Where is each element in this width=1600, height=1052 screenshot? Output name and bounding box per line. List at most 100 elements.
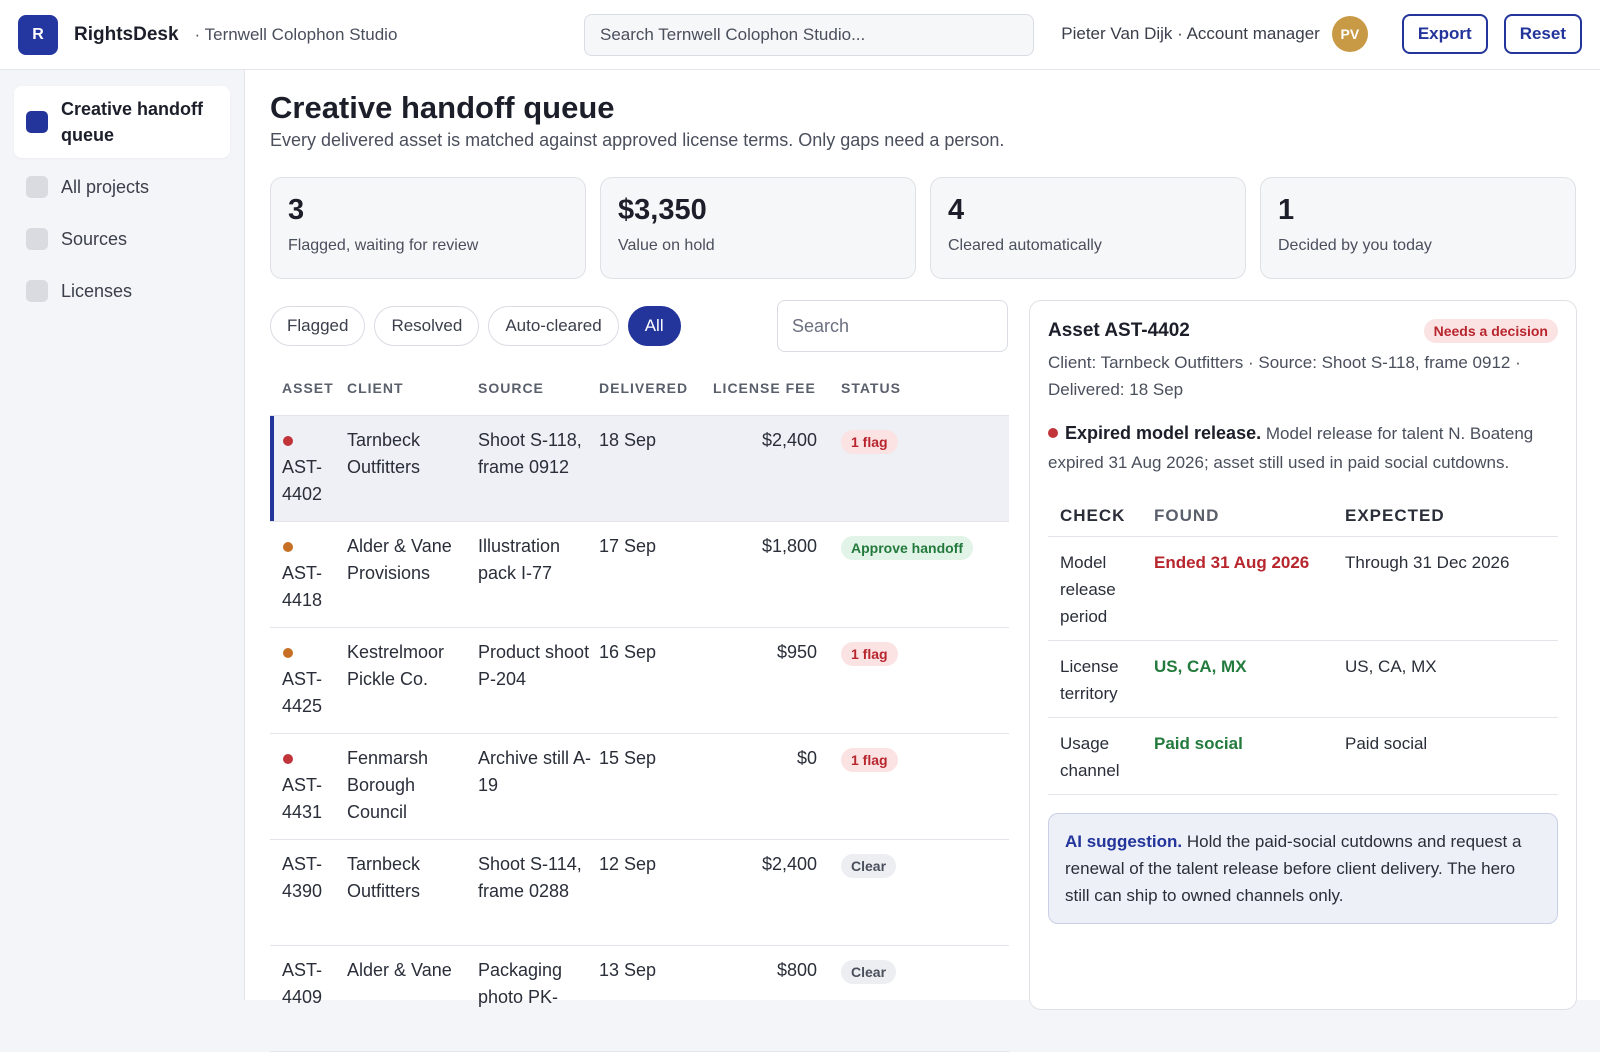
filter-all[interactable]: All [627,306,681,346]
global-search-input[interactable]: Search Ternwell Colophon Studio... [584,14,1034,56]
asset-detail-panel: Asset AST-4402 Needs a decision Client: … [1029,300,1577,1010]
asset-id: AST-4431 [282,775,323,822]
stat-label: Cleared automatically [948,237,1102,254]
filter-auto-cleared[interactable]: Auto-cleared [488,306,619,346]
cell-delivered: 18 Sep [599,430,657,450]
sidebar-item-label: Licenses [61,281,133,301]
severity-dot-icon [283,542,293,552]
reset-button[interactable]: Reset [1503,14,1582,54]
severity-dot-icon [283,436,293,446]
column-header-asset[interactable]: ASSET [282,379,334,396]
check-expected: Through 31 Dec 2026 [1345,553,1510,572]
stat-card-decided: 1 Decided by you today [1260,177,1576,279]
cell-license-fee: $2,400 [761,854,817,874]
stat-card-flagged: 3 Flagged, waiting for review [270,177,586,279]
column-header-delivered[interactable]: DELIVERED [599,379,689,396]
column-header-check: CHECK [1060,506,1126,525]
check-found: Paid social [1154,734,1243,753]
sidebar-item-all-projects[interactable]: All projects [14,164,230,210]
cell-status: 1 flag [817,734,987,839]
main-content: Creative handoff queue Every delivered a… [245,70,1600,1052]
ai-suggestion: AI suggestion. Hold the paid-social cutd… [1048,813,1558,924]
issue-title: Expired model release. [1065,423,1262,443]
asset-id: AST-4418 [282,563,323,610]
page-subtitle: Every delivered asset is matched against… [270,130,1005,150]
filter-chips: Flagged Resolved Auto-cleared All [270,306,681,346]
cell-delivered: 16 Sep [599,642,657,662]
ai-suggestion-label: AI suggestion. [1065,832,1183,851]
app-logo[interactable]: R [18,14,58,55]
stat-value: 4 [948,194,965,226]
check-row: License territory US, CA, MX US, CA, MX [1048,641,1558,718]
table-search-input[interactable]: Search [777,300,1008,352]
check-name: Usage channel [1060,734,1120,780]
table-row[interactable]: AST-4431 Fenmarsh Borough Council Archive … [270,734,1009,840]
stat-card-value-on-hold: $3,350 Value on hold [600,177,916,279]
licenses-icon [26,280,48,302]
column-header-source[interactable]: SOURCE [478,379,544,396]
check-expected: US, CA, MX [1345,657,1437,676]
page-title: Creative handoff queue [270,90,615,125]
column-header-client[interactable]: CLIENT [347,379,404,396]
ai-suggestion-text: Hold the paid-social cutdowns and reques… [1065,832,1522,905]
sidebar-item-sources[interactable]: Sources [14,216,230,262]
check-found: US, CA, MX [1154,657,1247,676]
check-name: Model release period [1060,553,1116,626]
cell-source: Shoot S-118, frame 0912 [478,430,582,477]
cell-delivered: 12 Sep [599,854,657,874]
table-row[interactable]: AST-4402 Tarnbeck Outfitters Shoot S-118, … [270,416,1009,522]
sidebar-item-licenses[interactable]: Licenses [14,268,230,314]
sidebar-item-creative-handoff-queue[interactable]: Creative handoff queue [14,86,230,158]
stats-row: 3 Flagged, waiting for review $3,350 Val… [270,177,1576,279]
cell-asset: AST-4402 [270,416,347,521]
stat-value: 1 [1278,194,1295,226]
check-name: License territory [1060,657,1119,703]
sidebar: Creative handoff queue All projects Sour… [0,70,245,1000]
detail-header: Asset AST-4402 Needs a decision [1048,319,1558,343]
cell-client: Fenmarsh Borough Council [347,748,429,822]
stat-card-cleared: 4 Cleared automatically [930,177,1246,279]
user-area: Pieter Van Dijk · Account manager PV Exp… [1061,14,1582,54]
cell-delivered: 17 Sep [599,536,657,556]
cell-source: Shoot S-114, frame 0288 [478,854,582,901]
projects-icon [26,176,48,198]
sidebar-item-label: Creative handoff queue [61,99,204,145]
asset-table: ASSET CLIENT SOURCE DELIVERED LICENSE FE… [270,360,1009,1052]
status-badge: Clear [841,854,897,878]
column-header-found: FOUND [1154,506,1220,525]
checks-header: CHECK FOUND EXPECTED [1048,495,1558,537]
check-row: Usage channel Paid social Paid social [1048,718,1558,795]
cell-asset: AST-4418 [270,522,347,627]
sources-icon [26,228,48,250]
user-name: Pieter Van Dijk · Account manager [1061,24,1320,43]
org-name: · Ternwell Colophon Studio [194,24,398,44]
cell-delivered: 15 Sep [599,748,657,768]
avatar[interactable]: PV [1331,16,1368,52]
table-body: AST-4402 Tarnbeck Outfitters Shoot S-118, … [270,416,1009,1052]
filter-resolved[interactable]: Resolved [374,306,480,346]
column-header-status[interactable]: STATUS [841,379,901,396]
asset-id: AST-4402 [282,457,323,504]
table-row[interactable]: AST-4409 Alder & Vane Packaging photo PK- 1… [270,946,1009,1052]
filter-flagged[interactable]: Flagged [270,306,366,346]
cell-client: Alder & Vane [347,960,452,980]
cell-license-fee: $950 [776,642,817,662]
issue-text: Model release for talent N. Boateng expi… [1048,424,1534,472]
queue-icon [26,111,48,133]
status-badge[interactable]: Approve handoff [841,536,973,560]
cell-status: 1 flag [817,416,987,521]
table-row[interactable]: AST-4425 Kestrelmoor Pickle Co. Product sh… [270,628,1009,734]
stat-label: Decided by you today [1278,237,1432,254]
column-header-expected: EXPECTED [1345,506,1445,525]
cell-client: Alder & Vane Provisions [347,536,452,583]
column-header-license-fee[interactable]: LICENSE FEE [713,379,816,396]
export-button[interactable]: Export [1401,14,1488,54]
table-header: ASSET CLIENT SOURCE DELIVERED LICENSE FE… [270,360,1009,416]
table-row[interactable]: AST-4390 Tarnbeck Outfitters Shoot S-114, … [270,840,1009,946]
table-row[interactable]: AST-4418 Alder & Vane Provisions Illustrat… [270,522,1009,628]
cell-status: Approve handoff [817,522,987,627]
cell-status: Clear [817,946,987,1051]
stat-label: Value on hold [618,237,715,254]
issue-summary: Expired model release. Model release for… [1048,419,1558,477]
status-badge: Clear [841,960,897,984]
